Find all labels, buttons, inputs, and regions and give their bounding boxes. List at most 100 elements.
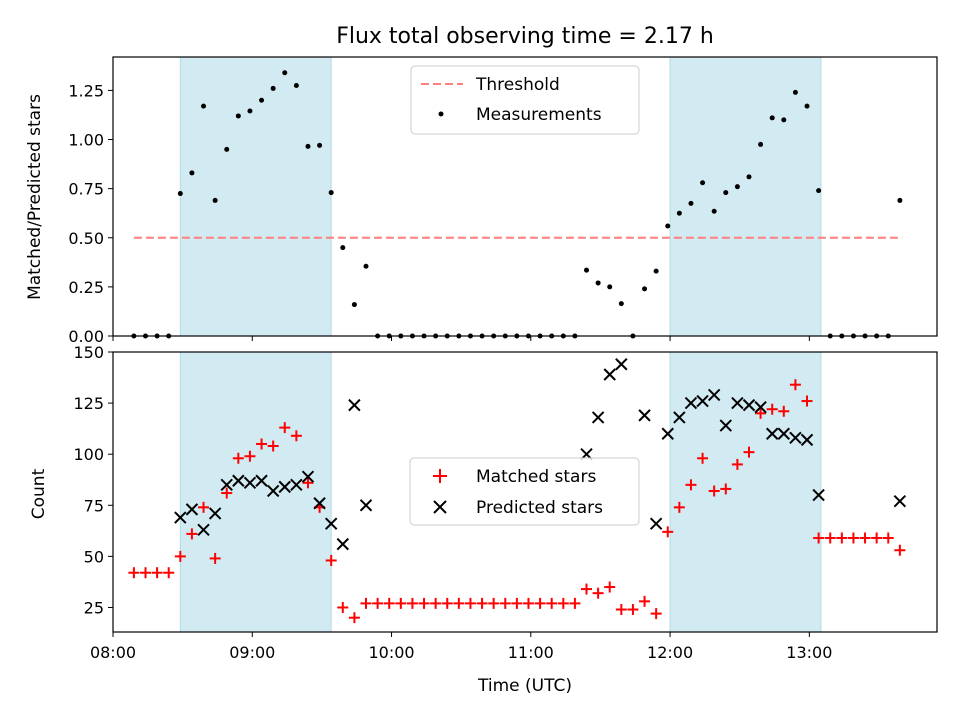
matched-point (546, 597, 558, 609)
matched-point (766, 403, 778, 415)
predicted-point (661, 427, 674, 440)
measurement-point (665, 223, 671, 229)
matched-point (499, 597, 511, 609)
matched-point (441, 597, 453, 609)
matched-point (592, 587, 604, 599)
matched-point (348, 612, 360, 624)
legend-measurements-label: Measurements (476, 105, 602, 125)
matched-point (650, 608, 662, 620)
measurement-point (769, 115, 775, 121)
matched-point (395, 597, 407, 609)
matched-point (302, 477, 314, 489)
matched-point (847, 532, 859, 544)
matched-point (476, 597, 488, 609)
ratio-y-tick-label: 1.25 (68, 81, 104, 100)
matched-point (128, 567, 140, 579)
measurement-point (642, 286, 648, 292)
predicted-point (336, 537, 349, 551)
predicted-point (313, 497, 326, 510)
chart-title: Flux total observing time = 2.17 h (336, 24, 714, 49)
measurement-point (781, 117, 787, 123)
measurement-point (212, 197, 218, 203)
predicted-point (742, 398, 756, 412)
measurement-point (618, 301, 624, 307)
matched-point (244, 450, 256, 462)
measurement-point (201, 103, 207, 109)
matched-point (221, 487, 233, 499)
predicted-point (673, 411, 686, 424)
measurement-point (247, 108, 253, 114)
predicted-point (290, 478, 303, 492)
predicted-point (208, 507, 222, 520)
measurement-point (792, 89, 798, 95)
legend-matched-swatch (433, 469, 447, 483)
predicted-point (696, 394, 709, 408)
matched-point (186, 528, 198, 540)
predicted-point (278, 480, 291, 494)
matched-point (522, 597, 534, 609)
matched-point (209, 552, 221, 564)
predicted-point (893, 494, 907, 508)
measurement-point (363, 263, 369, 269)
predicted-point (197, 523, 210, 537)
matched-point (337, 601, 349, 613)
count-observing-window (179, 351, 332, 633)
predicted-point (707, 388, 721, 402)
predicted-point (789, 431, 802, 445)
legend-predicted-label: Predicted stars (476, 498, 603, 518)
legend-measurement-swatch (438, 111, 444, 117)
matched-point (743, 446, 755, 458)
matched-point (778, 405, 790, 417)
x-tick-label: 08:00 (90, 643, 136, 662)
matched-point (198, 501, 210, 513)
measurement-point (270, 85, 276, 91)
measurement-point (734, 184, 740, 190)
x-axis-label: Time (UTC) (477, 676, 572, 696)
measurement-point (224, 146, 230, 152)
matched-point (163, 567, 175, 579)
matched-point (418, 597, 430, 609)
measurement-point (653, 268, 659, 274)
measurement-point (711, 208, 717, 214)
ratio-y-axis-label: Matched/Predicted stars (25, 94, 45, 300)
measurement-point (595, 280, 601, 286)
predicted-point (301, 470, 315, 483)
x-tick-label: 09:00 (229, 643, 275, 662)
matched-point (267, 440, 279, 452)
predicted-point (812, 488, 825, 502)
matched-point (685, 479, 697, 491)
ratio-legend: Threshold Measurements (410, 65, 640, 135)
matched-point (325, 554, 337, 566)
predicted-point (649, 517, 663, 530)
matched-point (789, 379, 801, 391)
measurement-point (235, 113, 241, 119)
measurement-point (758, 141, 764, 147)
measurement-point (317, 142, 323, 148)
predicted-point (777, 427, 791, 440)
measurement-point (259, 97, 265, 103)
predicted-point (359, 499, 373, 512)
legend-predicted-swatch (433, 500, 447, 514)
matched-point (615, 604, 627, 616)
count-panel: 25 50 75 100 125 150 08:00 09:00 10:00 11:00 12:00… (29, 343, 938, 696)
matched-point (383, 597, 395, 609)
predicted-point (324, 517, 338, 530)
legend-threshold-label: Threshold (475, 75, 560, 95)
matched-point (720, 483, 732, 495)
matched-point (708, 485, 720, 497)
matched-point (871, 532, 883, 544)
x-tick-label: 11:00 (508, 643, 554, 662)
predicted-point (220, 478, 233, 492)
predicted-point (232, 474, 245, 487)
x-tick-label: 10:00 (368, 643, 414, 662)
predicted-point (603, 368, 616, 381)
measurement-point (746, 174, 752, 180)
matched-point (557, 597, 569, 609)
predicted-point (719, 419, 732, 432)
matched-point (755, 407, 767, 419)
matched-point (430, 597, 442, 609)
count-y-tick-label: 25 (84, 598, 104, 617)
matched-point (859, 532, 871, 544)
matched-point (279, 422, 291, 434)
